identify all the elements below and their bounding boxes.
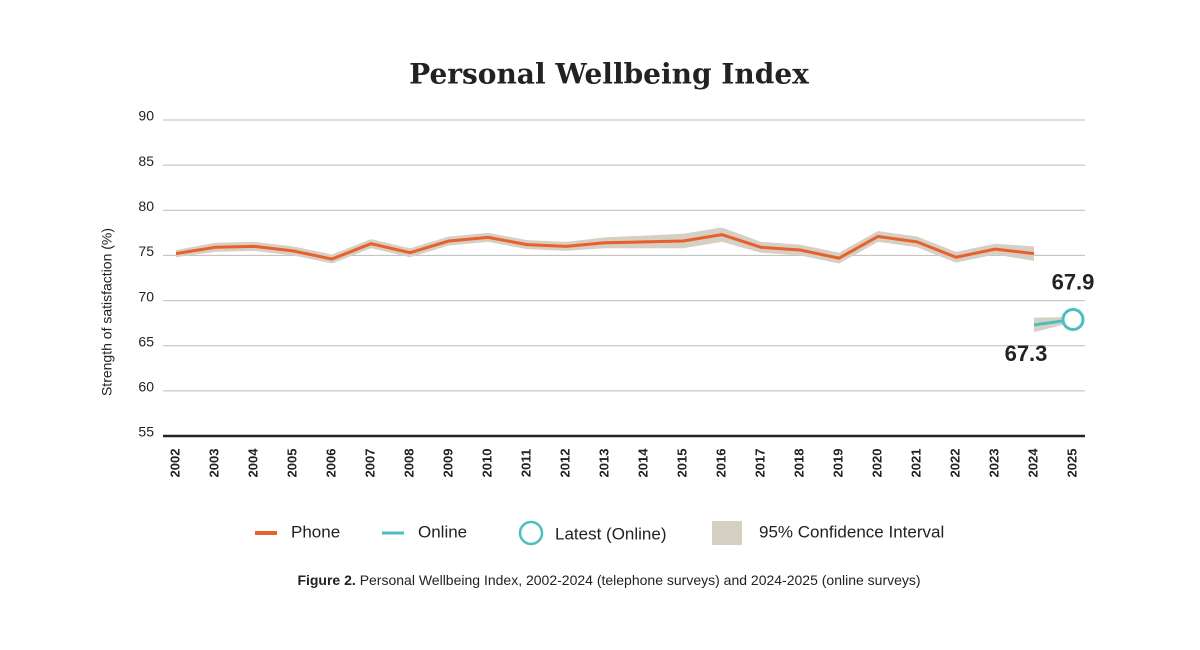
x-tick-label: 2018	[791, 449, 806, 478]
chart-title: Personal Wellbeing Index	[409, 58, 809, 91]
x-tick-label: 2011	[518, 449, 533, 477]
x-tick-label: 2012	[557, 449, 572, 478]
x-tick-label: 2010	[479, 449, 494, 478]
y-tick-label: 60	[138, 379, 154, 395]
x-tick-label: 2019	[830, 449, 845, 478]
x-tick-label: 2022	[947, 449, 962, 478]
legend-label: Latest (Online)	[555, 524, 667, 543]
x-tick-label: 2004	[245, 448, 260, 478]
x-tick-label: 2006	[323, 449, 338, 478]
caption: Figure 2. Personal Wellbeing Index, 2002…	[297, 572, 920, 588]
data-label: 67.3	[1005, 341, 1048, 366]
caption-text: Personal Wellbeing Index, 2002-2024 (tel…	[360, 572, 921, 588]
x-tick-label: 2023	[986, 449, 1001, 478]
x-tick-label: 2015	[674, 449, 689, 478]
legend-swatch	[518, 520, 544, 546]
y-tick-label: 80	[138, 198, 154, 214]
y-axis-label: Strength of satisfaction (%)	[99, 228, 115, 396]
y-tick-label: 55	[138, 424, 154, 440]
x-tick-label: 2003	[206, 449, 221, 478]
x-tick-label: 2008	[401, 449, 416, 478]
x-tick-label: 2005	[284, 449, 299, 478]
y-tick-label: 70	[138, 288, 154, 304]
legend-label: Phone	[291, 522, 340, 541]
data-label: 67.9	[1052, 269, 1095, 294]
x-tick-label: 2020	[869, 449, 884, 478]
x-tick-label: 2024	[1025, 448, 1040, 478]
x-tick-label: 2025	[1064, 449, 1079, 478]
series-line	[175, 233, 1035, 261]
y-tick-label: 90	[138, 108, 154, 124]
confidence-band	[176, 227, 1034, 264]
x-tick-label: 2021	[908, 449, 923, 478]
x-tick-label: 2014	[635, 448, 650, 478]
y-tick-label: 65	[138, 333, 154, 349]
x-tick-label: 2002	[167, 449, 182, 478]
legend-label: 95% Confidence Interval	[759, 522, 944, 541]
y-tick-label: 85	[138, 153, 154, 169]
x-tick-label: 2013	[596, 449, 611, 478]
x-tick-label: 2009	[440, 449, 455, 478]
x-tick-label: 2016	[713, 449, 728, 478]
legend-swatch	[712, 521, 742, 545]
legend-label: Online	[418, 522, 467, 541]
x-tick-label: 2007	[362, 449, 377, 478]
latest-marker	[1061, 308, 1085, 332]
x-tick-label: 2017	[752, 449, 767, 478]
y-tick-label: 75	[138, 243, 154, 259]
caption-label: Figure 2.	[297, 572, 355, 588]
